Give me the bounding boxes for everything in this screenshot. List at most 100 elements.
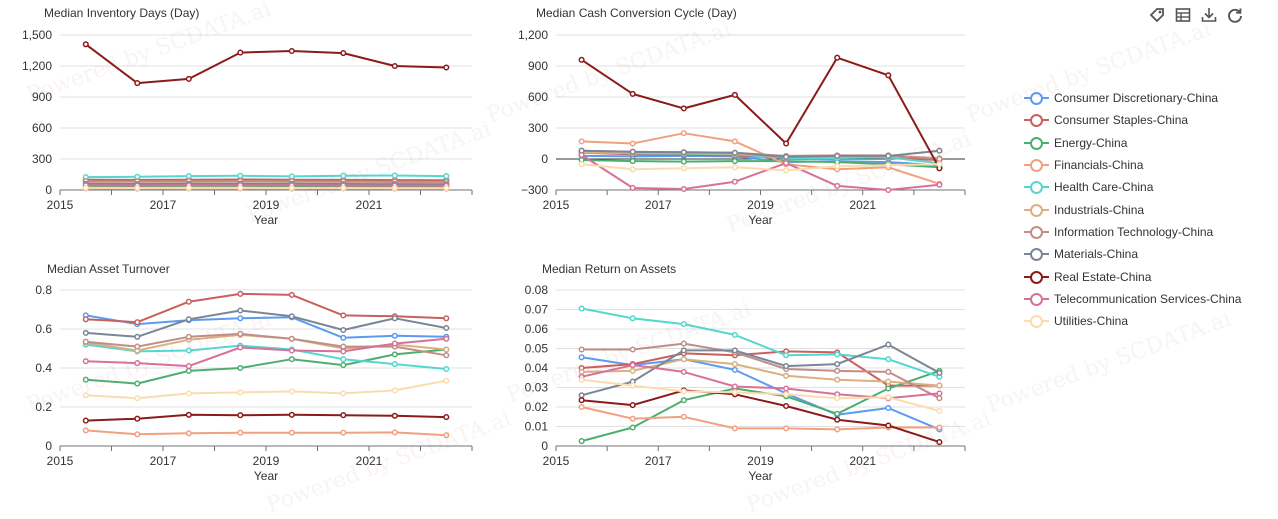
data-point[interactable] — [885, 72, 892, 79]
data-point[interactable] — [82, 329, 89, 336]
data-point[interactable] — [680, 340, 687, 347]
data-point[interactable] — [834, 361, 841, 368]
data-point[interactable] — [185, 363, 192, 370]
data-point[interactable] — [288, 313, 295, 320]
data-point[interactable] — [578, 403, 585, 411]
data-point[interactable] — [134, 360, 141, 367]
data-point[interactable] — [134, 395, 141, 402]
tag-icon[interactable] — [1146, 5, 1168, 25]
data-point[interactable] — [680, 165, 687, 172]
data-point[interactable] — [680, 105, 687, 112]
data-point[interactable] — [82, 316, 89, 323]
data-point[interactable] — [731, 347, 738, 354]
data-point[interactable] — [237, 389, 244, 396]
data-point[interactable] — [185, 298, 192, 305]
data-point[interactable] — [237, 315, 244, 322]
data-point[interactable] — [629, 362, 636, 369]
data-point[interactable] — [629, 158, 636, 165]
data-point[interactable] — [629, 346, 636, 353]
data-point[interactable] — [578, 354, 585, 361]
data-point[interactable] — [82, 376, 89, 383]
data-point[interactable] — [885, 162, 892, 169]
data-point[interactable] — [443, 173, 450, 180]
data-point[interactable] — [936, 155, 943, 163]
refresh-icon[interactable] — [1224, 5, 1246, 25]
data-point[interactable] — [443, 377, 450, 384]
data-point[interactable] — [885, 394, 892, 401]
data-point[interactable] — [134, 431, 141, 438]
data-point[interactable] — [731, 178, 738, 185]
data-point[interactable] — [680, 130, 687, 137]
data-point[interactable] — [443, 414, 450, 421]
data-point[interactable] — [134, 319, 141, 326]
data-point[interactable] — [731, 158, 738, 165]
data-point[interactable] — [237, 344, 244, 351]
data-point[interactable] — [134, 343, 141, 350]
data-point[interactable] — [834, 367, 841, 374]
data-point[interactable] — [936, 369, 943, 376]
data-point[interactable] — [731, 361, 738, 368]
data-point[interactable] — [783, 385, 790, 392]
data-point[interactable] — [185, 316, 192, 323]
data-point[interactable] — [340, 184, 347, 192]
data-point[interactable] — [443, 64, 450, 71]
data-point[interactable] — [885, 422, 892, 429]
data-point[interactable] — [629, 367, 636, 374]
data-point[interactable] — [443, 365, 450, 373]
data-point[interactable] — [629, 148, 636, 155]
data-point[interactable] — [578, 151, 585, 158]
data-point[interactable] — [731, 149, 738, 156]
data-point[interactable] — [340, 362, 347, 369]
data-point[interactable] — [134, 80, 141, 87]
data-point[interactable] — [288, 429, 295, 436]
data-point[interactable] — [134, 415, 141, 422]
data-point[interactable] — [578, 368, 585, 375]
data-point[interactable] — [443, 335, 450, 342]
data-point[interactable] — [443, 315, 450, 322]
data-point[interactable] — [288, 335, 295, 342]
data-point[interactable] — [731, 331, 738, 338]
legend-item[interactable]: Consumer Discretionary-China — [1024, 87, 1241, 109]
data-point[interactable] — [936, 147, 943, 154]
data-point[interactable] — [783, 352, 790, 359]
data-point[interactable] — [834, 416, 841, 423]
data-point[interactable] — [680, 413, 687, 420]
data-point[interactable] — [783, 391, 790, 398]
data-point[interactable] — [391, 361, 398, 368]
data-point[interactable] — [578, 305, 585, 312]
data-point[interactable] — [340, 312, 347, 319]
data-point[interactable] — [783, 425, 790, 432]
data-point[interactable] — [578, 56, 585, 63]
data-point[interactable] — [834, 395, 841, 402]
legend-item[interactable]: Consumer Staples-China — [1024, 109, 1241, 131]
data-point[interactable] — [885, 404, 892, 412]
data-point[interactable] — [834, 182, 841, 189]
data-point[interactable] — [82, 184, 89, 191]
data-point[interactable] — [185, 75, 192, 82]
data-point[interactable] — [629, 90, 636, 97]
legend-item[interactable]: Energy-China — [1024, 132, 1241, 154]
data-point[interactable] — [783, 363, 790, 370]
data-point[interactable] — [237, 290, 244, 297]
data-point[interactable] — [578, 376, 585, 383]
data-point[interactable] — [443, 324, 450, 332]
data-point[interactable] — [134, 380, 141, 387]
data-point[interactable] — [629, 315, 636, 322]
data-point[interactable] — [391, 340, 398, 347]
data-point[interactable] — [185, 430, 192, 437]
data-point[interactable] — [237, 364, 244, 372]
legend-item[interactable]: Financials-China — [1024, 154, 1241, 176]
data-point[interactable] — [731, 425, 738, 432]
legend-item[interactable]: Health Care-China — [1024, 176, 1241, 198]
data-point[interactable] — [288, 356, 295, 363]
data-point[interactable] — [237, 330, 244, 337]
data-point[interactable] — [885, 186, 892, 194]
data-point[interactable] — [936, 181, 943, 188]
legend-item[interactable]: Materials-China — [1024, 243, 1241, 265]
data-point[interactable] — [936, 395, 943, 402]
data-point[interactable] — [134, 333, 141, 340]
download-icon[interactable] — [1198, 5, 1220, 25]
data-point[interactable] — [680, 185, 687, 193]
data-point[interactable] — [783, 372, 790, 379]
data-point[interactable] — [443, 346, 450, 353]
